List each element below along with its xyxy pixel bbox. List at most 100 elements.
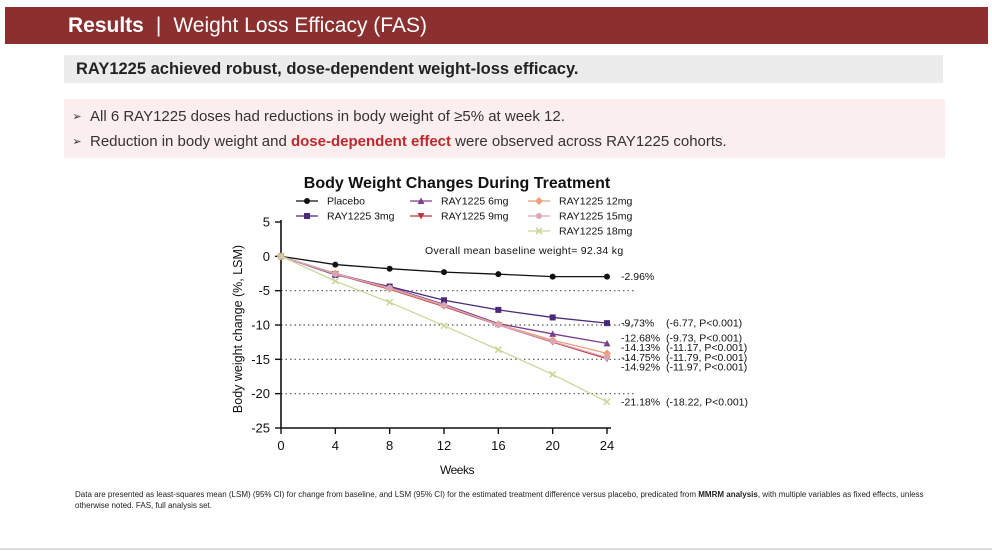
bullet-text: All 6 RAY1225 doses had reductions in bo…	[90, 108, 565, 125]
bullet-text-before: Reduction in body weight and	[90, 133, 291, 150]
data-point	[441, 302, 447, 309]
end-label-detail: (-9.73, P<0.001)	[666, 333, 742, 345]
x-tick-label: 24	[600, 438, 614, 453]
data-point	[386, 265, 393, 272]
end-label-percent: -14.13%	[621, 342, 660, 354]
x-tick-label: 20	[545, 438, 559, 453]
x-tick-label: 8	[386, 438, 393, 453]
x-tick-label: 4	[332, 438, 339, 453]
series-line	[280, 255, 608, 403]
data-point	[549, 370, 557, 379]
end-label-detail: (-11.17, P<0.001)	[666, 342, 747, 354]
series-group	[277, 252, 611, 406]
legend-label: RAY1225 18mg	[559, 226, 633, 238]
arrow-bullet-icon: ➢	[72, 111, 82, 123]
legend-marker	[304, 198, 310, 204]
key-message: RAY1225 achieved robust, dose-dependent …	[64, 55, 943, 83]
data-point	[495, 306, 502, 313]
bullet-text-after: were observed across RAY1225 cohorts.	[451, 133, 727, 150]
y-tick-label: -25	[251, 421, 270, 436]
end-label-percent: -12.68%	[621, 333, 660, 345]
legend-entry: RAY1225 15mg	[528, 211, 633, 223]
end-label: -12.68% (-9.73, P<0.001)	[621, 333, 742, 345]
bullet-item: ➢ Reduction in body weight and dose-depe…	[64, 129, 945, 154]
y-tick-label: -5	[258, 283, 270, 298]
baseline-annotation: Overall mean baseline weight= 92.34 kg	[425, 245, 623, 257]
header-bar: Results | Weight Loss Efficacy (FAS)	[5, 7, 988, 44]
y-tick-label: 5	[263, 215, 270, 230]
y-tick-label: 0	[263, 249, 270, 264]
x-tick-label: 12	[437, 438, 451, 453]
x-axis-label: Weeks	[440, 463, 474, 477]
data-point	[603, 339, 611, 347]
data-point	[386, 298, 394, 306]
footnote: Data are presented as least-squares mean…	[75, 489, 925, 511]
legend-entry: RAY1225 3mg	[296, 211, 395, 223]
legend-marker	[417, 213, 425, 220]
data-point	[495, 271, 502, 278]
end-label: -14.92% (-11.97, P<0.001)	[621, 361, 747, 373]
legend-marker	[304, 213, 310, 219]
footnote-text-end: , with multiple variables as fixed effec…	[75, 490, 924, 510]
data-point	[331, 277, 339, 285]
series-group	[278, 253, 610, 327]
y-axis-label: Body weight change (%, LSM)	[231, 245, 245, 413]
key-message-text: RAY1225 achieved robust, dose-dependent …	[76, 59, 579, 78]
bullet-highlight: dose-dependent effect	[290, 133, 452, 150]
bottom-divider	[0, 548, 992, 550]
data-point	[277, 252, 285, 260]
legend-label: RAY1225 12mg	[559, 196, 633, 208]
end-label-percent: -2.96%	[621, 271, 654, 283]
end-label-detail: (-6.77, P<0.001)	[666, 318, 742, 330]
legend-label: RAY1225 9mg	[441, 211, 509, 223]
data-point	[549, 330, 557, 337]
data-point	[494, 346, 502, 354]
data-point	[441, 269, 447, 276]
bullet-item: ➢ All 6 RAY1225 doses had reductions in …	[64, 104, 945, 129]
end-label-percent: -14.92%	[621, 361, 660, 373]
data-point	[604, 273, 610, 280]
series-line	[280, 255, 608, 324]
legend-label: Placebo	[327, 196, 365, 208]
end-label-detail: (-11.79, P<0.001)	[666, 352, 747, 364]
end-label-detail: (-11.97, P<0.001)	[666, 361, 747, 373]
legend-label: RAY1225 15mg	[559, 211, 633, 223]
end-label-detail: (-18.22, P<0.001)	[666, 396, 748, 408]
end-label: -21.18% (-18.22, P<0.001)	[621, 396, 748, 408]
x-tick-label: 16	[491, 438, 505, 453]
legend-label: RAY1225 3mg	[327, 211, 395, 223]
data-point	[495, 322, 502, 328]
data-point	[549, 338, 556, 345]
footnote-bold: MMRM analysis	[698, 490, 758, 499]
section-label: Results	[68, 13, 144, 37]
data-point	[386, 284, 393, 291]
data-point	[440, 322, 448, 330]
legend-marker	[536, 213, 542, 219]
legend-marker	[417, 197, 425, 204]
end-label: -14.75% (-11.79, P<0.001)	[621, 352, 747, 364]
legend-marker	[535, 197, 543, 205]
data-point	[332, 261, 339, 268]
y-tick-label: -15	[251, 352, 270, 367]
data-point	[604, 354, 610, 361]
data-point	[603, 398, 611, 406]
legend-entry: RAY1225 18mg	[528, 226, 633, 238]
bullet-box: ➢ All 6 RAY1225 doses had reductions in …	[64, 99, 945, 158]
data-point	[549, 273, 556, 280]
legend-entry: Placebo	[296, 196, 365, 208]
header-separator: |	[155, 13, 162, 37]
end-label-percent: -21.18%	[621, 396, 660, 408]
end-label: -9,73% (-6.77, P<0.001)	[621, 318, 742, 330]
y-tick-label: -20	[251, 386, 270, 401]
data-point	[441, 297, 447, 304]
data-point	[549, 314, 556, 321]
legend-entry: RAY1225 6mg	[410, 196, 509, 208]
end-label: -2.96%	[621, 271, 654, 283]
footnote-text: Data are presented as least-squares mean…	[75, 490, 699, 499]
arrow-bullet-icon: ➢	[72, 136, 82, 148]
chart-title: Body Weight Changes During Treatment	[304, 175, 611, 192]
data-point	[332, 271, 339, 278]
data-point	[604, 320, 610, 327]
legend-entry: RAY1225 12mg	[528, 196, 633, 208]
